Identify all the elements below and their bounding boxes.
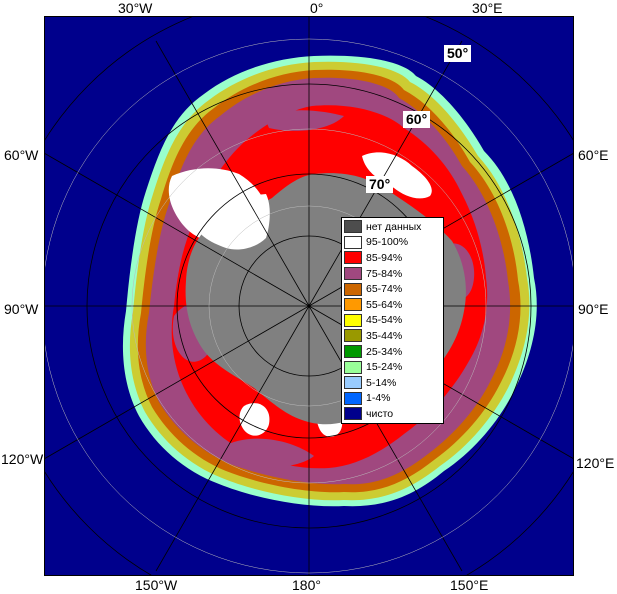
lat-label-70: 70° <box>366 176 394 193</box>
legend-swatch <box>344 282 362 296</box>
lon-label-30e: 30°E <box>472 0 503 16</box>
legend-swatch <box>344 313 362 327</box>
concentration-legend: нет данных 95-100% 85-94% 75-84% 65-74% 55-64… <box>341 217 444 424</box>
legend-label: 55-64% <box>366 298 403 311</box>
legend-item: 95-100% <box>344 235 441 251</box>
legend-label: 95-100% <box>366 236 409 249</box>
ice-full-concentration <box>194 194 270 250</box>
legend-item: 25-34% <box>344 344 441 360</box>
legend-swatch <box>344 391 362 405</box>
lon-label-0: 0° <box>310 0 324 16</box>
legend-label: 45-54% <box>366 314 403 327</box>
lat-label-60: 60° <box>403 111 431 128</box>
legend-item: 15-24% <box>344 359 441 375</box>
legend-item: 5-14% <box>344 375 441 391</box>
legend-item: 55-64% <box>344 297 441 313</box>
legend-label: 75-84% <box>366 267 403 280</box>
legend-item: 85-94% <box>344 250 441 266</box>
legend-label: 35-44% <box>366 329 403 342</box>
lat-label-50: 50° <box>444 45 472 62</box>
legend-label: 65-74% <box>366 283 403 296</box>
lon-label-90e: 90°E <box>578 301 609 317</box>
lon-label-150e: 150°E <box>450 577 489 593</box>
legend-item: чисто <box>344 406 441 422</box>
lon-label-120e: 120°E <box>576 455 615 471</box>
lon-label-120w: 120°W <box>1 451 44 467</box>
legend-swatch <box>344 329 362 343</box>
ice-concentration-map <box>44 16 574 576</box>
legend-swatch <box>344 407 362 421</box>
ice-mid-patch <box>264 110 344 131</box>
legend-label: чисто <box>366 407 394 420</box>
lon-label-60e: 60°E <box>578 147 609 163</box>
legend-label: 25-34% <box>366 345 403 358</box>
legend-swatch <box>344 345 362 359</box>
legend-item: 65-74% <box>344 281 441 297</box>
legend-swatch <box>344 251 362 265</box>
map-canvas <box>44 16 574 576</box>
legend-label: нет данных <box>366 220 422 233</box>
legend-label: 1-4% <box>366 392 391 405</box>
lon-label-90w: 90°W <box>4 301 39 317</box>
ice-full-concentration <box>362 152 432 199</box>
legend-swatch <box>344 220 362 234</box>
lon-label-30w: 30°W <box>118 0 153 16</box>
legend-item: 1-4% <box>344 391 441 407</box>
lon-label-150w: 150°W <box>135 577 178 593</box>
lon-label-180: 180° <box>292 577 321 593</box>
legend-label: 15-24% <box>366 361 403 374</box>
legend-swatch <box>344 298 362 312</box>
legend-label: 85-94% <box>366 251 403 264</box>
legend-swatch <box>344 235 362 249</box>
lon-label-60w: 60°W <box>4 147 39 163</box>
ice-full-concentration <box>239 403 270 436</box>
legend-item: 35-44% <box>344 328 441 344</box>
legend-item: нет данных <box>344 219 441 235</box>
legend-swatch <box>344 267 362 281</box>
legend-item: 75-84% <box>344 266 441 282</box>
legend-label: 5-14% <box>366 376 397 389</box>
legend-swatch <box>344 376 362 390</box>
legend-item: 45-54% <box>344 313 441 329</box>
legend-swatch <box>344 360 362 374</box>
ice-mid-patch <box>224 438 314 468</box>
